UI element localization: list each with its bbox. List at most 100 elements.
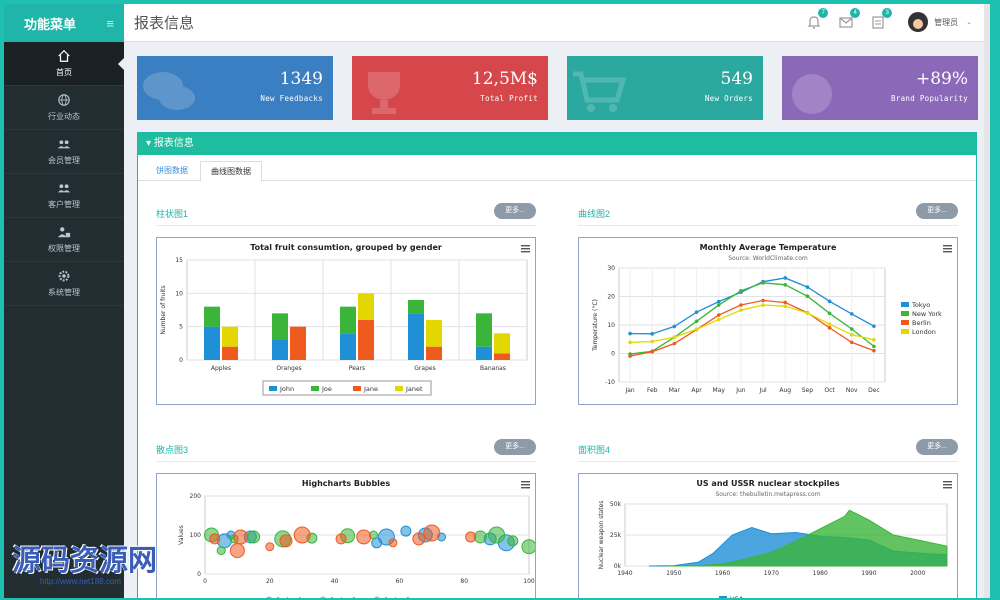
bar bbox=[222, 326, 238, 347]
stat-label: New Orders bbox=[704, 94, 753, 103]
bar bbox=[476, 346, 492, 360]
top-header: 报表信息 7 4 3 管理员 ⌄ bbox=[124, 4, 990, 42]
legend-label: Series 2 bbox=[330, 596, 356, 598]
sidebar-item-permissions[interactable]: 权限管理 bbox=[4, 218, 124, 262]
sidebar-item-news[interactable]: 行业动态 bbox=[4, 86, 124, 130]
scrollbar[interactable] bbox=[984, 4, 990, 598]
data-point bbox=[761, 303, 765, 307]
chart-menu-icon bbox=[521, 481, 530, 483]
section-divider bbox=[156, 225, 536, 226]
bar bbox=[222, 346, 238, 360]
sidebar-item-label: 行业动态 bbox=[48, 112, 80, 121]
bubble bbox=[521, 539, 535, 555]
messages-button[interactable]: 4 bbox=[838, 8, 861, 30]
x-tick-label: 1950 bbox=[666, 570, 681, 577]
x-tick-label: 20 bbox=[266, 578, 274, 585]
data-point bbox=[872, 344, 876, 349]
legend-label: Berlin bbox=[912, 319, 931, 327]
bar bbox=[272, 340, 288, 360]
y-axis-label: Number of fruits bbox=[160, 285, 167, 334]
data-point bbox=[628, 331, 632, 336]
sidebar-item-home[interactable]: 首页 bbox=[4, 42, 124, 86]
sidebar-item-customers[interactable]: 客户管理 bbox=[4, 174, 124, 218]
stat-card-feedbacks[interactable]: 1349 New Feedbacks bbox=[137, 56, 333, 120]
bar bbox=[204, 306, 220, 327]
stat-card-orders[interactable]: 549 New Orders bbox=[567, 56, 763, 120]
data-point bbox=[672, 335, 677, 340]
chart-menu-icon bbox=[521, 481, 530, 489]
data-point bbox=[783, 276, 788, 280]
more-button[interactable]: 更多... bbox=[916, 203, 958, 219]
series-line bbox=[630, 304, 875, 344]
data-point bbox=[739, 308, 743, 312]
x-tick-label: Jun bbox=[735, 387, 746, 394]
series-line bbox=[629, 299, 875, 357]
gear-icon bbox=[58, 270, 70, 282]
menu-toggle-icon[interactable]: ≡ bbox=[106, 15, 114, 31]
data-point bbox=[827, 322, 832, 326]
section-bar-chart: 柱状图1 更多... Total fruit consumtion, group… bbox=[156, 203, 536, 407]
bubble bbox=[335, 533, 347, 545]
legend-label: Tokyo bbox=[911, 301, 930, 309]
x-tick-label: 80 bbox=[460, 578, 468, 585]
sidebar-item-members[interactable]: 会员管理 bbox=[4, 130, 124, 174]
more-button[interactable]: 更多... bbox=[494, 439, 536, 455]
notification-badge: 7 bbox=[818, 8, 829, 18]
stat-value: 12,5M$ bbox=[471, 69, 538, 89]
stat-card-profit[interactable]: 12,5M$ Total Profit bbox=[352, 56, 548, 120]
legend-swatch bbox=[374, 596, 380, 598]
stat-card-popularity[interactable]: +89% Brand Popularity bbox=[782, 56, 978, 120]
bubble bbox=[507, 535, 519, 547]
bar bbox=[272, 313, 288, 340]
y-axis-label: Temperature (°C) bbox=[592, 299, 599, 352]
x-tick-label: Jul bbox=[758, 387, 767, 394]
users-icon bbox=[57, 184, 71, 193]
y-tick-label: 25k bbox=[610, 532, 622, 539]
user-menu[interactable]: 管理员 ⌄ bbox=[908, 12, 972, 32]
y-tick-label: 0 bbox=[197, 571, 201, 578]
data-point bbox=[716, 317, 721, 322]
bubble bbox=[473, 530, 487, 544]
tab-line-data[interactable]: 曲线图数据 bbox=[200, 161, 262, 182]
x-tick-label: 1980 bbox=[813, 570, 828, 577]
chart-menu-icon bbox=[943, 481, 952, 489]
data-point bbox=[761, 298, 765, 303]
chart-menu-icon bbox=[943, 481, 952, 483]
section-area-chart: 面积图4 更多... US and USSR nuclear stockpile… bbox=[578, 439, 958, 598]
legend-label: Janet bbox=[405, 385, 423, 393]
y-tick-label: 5 bbox=[179, 324, 183, 331]
more-button[interactable]: 更多... bbox=[916, 439, 958, 455]
legend-label: John bbox=[279, 385, 294, 393]
sidebar-brand: 功能菜单 ≡ bbox=[4, 4, 124, 42]
x-tick-label: May bbox=[713, 387, 726, 394]
panel-header[interactable]: ▾ 报表信息 bbox=[138, 133, 976, 155]
data-point bbox=[739, 289, 743, 293]
watermark: 源码资源网 http://www.net188.com bbox=[12, 537, 212, 598]
series-line bbox=[630, 282, 875, 355]
more-button[interactable]: 更多... bbox=[494, 203, 536, 219]
data-point bbox=[628, 340, 632, 345]
bell-icon bbox=[807, 16, 821, 29]
bubble bbox=[247, 530, 261, 544]
sidebar-nav: 首页 行业动态 会员管理 客户管理 权限管理 系统管理 bbox=[4, 42, 124, 306]
scatter-chart: Highcharts Bubbles Values 0 100 200 0 20 40 60 80… bbox=[156, 473, 536, 598]
section-title: 散点图3 bbox=[156, 445, 189, 455]
sidebar-item-label: 客户管理 bbox=[48, 200, 80, 209]
legend-label: Joe bbox=[321, 385, 332, 393]
data-point bbox=[827, 299, 832, 304]
bubble bbox=[209, 533, 221, 545]
tab-pie-data[interactable]: 饼图数据 bbox=[156, 166, 188, 175]
data-point bbox=[872, 324, 876, 328]
x-tick-label: 2000 bbox=[910, 570, 925, 577]
header-toolbar: 7 4 3 管理员 ⌄ bbox=[790, 8, 972, 32]
line-chart-svg: Monthly Average Temperature Source: World… bbox=[592, 243, 952, 394]
tasks-button[interactable]: 3 bbox=[870, 8, 893, 30]
x-tick-label: 100 bbox=[523, 578, 535, 585]
notification-button[interactable]: 7 bbox=[806, 8, 829, 30]
data-point bbox=[805, 311, 810, 315]
x-tick-label: Grapes bbox=[414, 365, 435, 372]
sidebar-item-system[interactable]: 系统管理 bbox=[4, 262, 124, 306]
bubble bbox=[356, 529, 372, 545]
scatter-chart-svg: Highcharts Bubbles Values 0 100 200 0 20 40 60 80… bbox=[178, 479, 535, 598]
user-name: 管理员 bbox=[934, 17, 959, 27]
